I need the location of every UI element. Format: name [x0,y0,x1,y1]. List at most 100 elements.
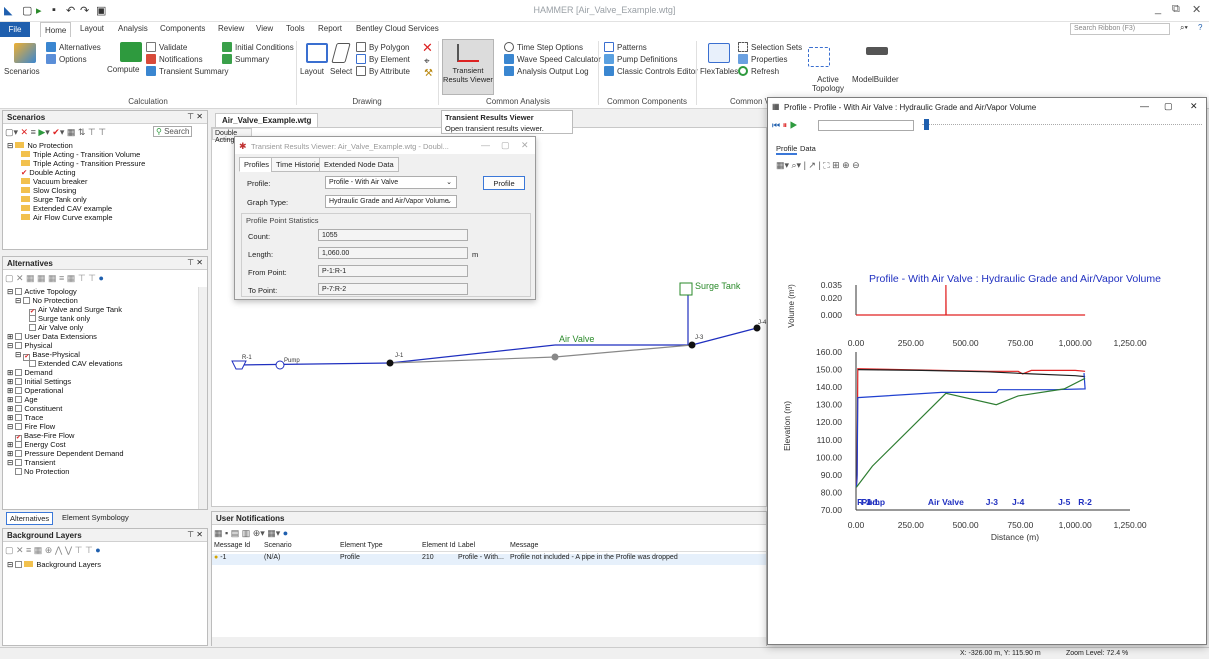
summary-button[interactable]: Summary [222,54,269,64]
alternative-item[interactable]: No Protection [7,467,124,476]
analysis-output-log-button[interactable]: Analysis Output Log [504,66,589,76]
alternative-item[interactable]: ⊞ Age [7,395,38,404]
tab-analysis[interactable]: Analysis [118,24,148,33]
checkbox[interactable] [15,561,23,568]
scenario-item[interactable]: Air Flow Curve example [7,213,145,222]
ribbon-search[interactable]: Search Ribbon (F3) [1070,23,1170,35]
initial-conditions-button[interactable]: Initial Conditions [222,42,294,52]
options-button[interactable]: Options [46,54,87,64]
transient-results-viewer-button[interactable]: Transient Results Viewer [442,39,494,95]
scenario-item[interactable]: Extended CAV example [7,204,145,213]
by-element-button[interactable]: By Element [356,54,410,64]
active-topology-button[interactable]: Active Topology [811,75,845,93]
alternative-item[interactable]: ⊟ ✔ Base-Physical [15,350,80,361]
tab-components[interactable]: Components [160,24,206,33]
minimize-icon[interactable]: _ [1155,3,1162,15]
scenario-item[interactable]: Vacuum breaker [7,177,145,186]
close-icon[interactable]: ✕ [1192,4,1202,16]
tab-home[interactable]: Home [40,22,72,37]
alternative-item[interactable]: Air Valve only [7,323,124,332]
alternatives-toolbar[interactable]: ▢ ✕ ▦ ▦ ▦ ≡ ▦ ⊤ ⊤ ● [5,273,104,283]
by-polygon-button[interactable]: By Polygon [356,42,409,52]
dialog-minimize-icon[interactable]: — [481,140,490,150]
column-header[interactable]: Label [458,542,476,549]
properties-button[interactable]: Properties [738,54,787,64]
classic-controls-editor-button[interactable]: Classic Controls Editor [604,66,698,76]
scenario-item[interactable]: ⊟ No Protection [7,141,73,150]
tab-profile[interactable]: Profile [776,144,798,155]
alternative-item[interactable]: ⊞ Demand [7,368,53,377]
validate-button[interactable]: Validate [146,42,187,52]
alternative-item[interactable]: Surge tank only [7,314,124,323]
alternatives-button[interactable]: Alternatives [46,42,101,52]
pump-definitions-button[interactable]: Pump Definitions [604,54,677,64]
alternative-item[interactable]: ⊞ Initial Settings [7,377,72,386]
compute-button[interactable]: Compute [107,65,140,74]
pin-icon[interactable]: ⊤ ✕ [187,258,203,267]
pin-icon[interactable]: ⊤ ✕ [187,112,203,121]
tab-alternatives[interactable]: Alternatives [6,512,54,525]
alternative-item[interactable]: ⊞ Constituent [7,404,63,413]
tab-tools[interactable]: Tools [286,24,305,33]
scenarios-toolbar[interactable]: ▢▾ ✕ ≡ ▶▾ ✔▾ ▦ ⇅ ⊤ ⊤ [5,127,107,137]
restore-icon[interactable]: ⧉ [1172,3,1180,15]
graph-type-select[interactable]: Hydraulic Grade and Air/Vapor Volume ⌄ [325,195,457,208]
time-slider-track[interactable] [922,124,1202,125]
time-slider-handle[interactable] [924,119,929,130]
help-icon[interactable]: ? [1198,23,1203,32]
save-icon[interactable]: ▪ [52,4,56,16]
alternative-item[interactable]: ⊟ Physical [7,341,53,350]
layout-button[interactable]: Layout [300,67,325,76]
scenario-item[interactable]: Triple Acting - Transition Volume [7,150,145,159]
alternative-item[interactable]: ⊞ User Data Extensions [7,332,97,341]
tab-review[interactable]: Review [218,24,245,33]
column-header[interactable]: Element Type [340,542,383,549]
time-input[interactable] [818,120,914,131]
by-attribute-button[interactable]: By Attribute [356,66,410,76]
search-icon[interactable]: ⌕▾ [1180,23,1188,32]
background-toolbar[interactable]: ▢ ✕ ≡ ▦ ⊕ ⋀ ⋁ ⊤ ⊤ ● [5,545,101,555]
refresh-button[interactable]: Refresh [738,66,779,76]
patterns-button[interactable]: Patterns [604,42,647,52]
find-icon[interactable]: ⌖ [424,56,430,67]
alternative-item[interactable]: ⊟ Fire Flow [7,422,56,431]
play-icon[interactable]: ▶ [789,120,798,130]
scenario-item[interactable]: Surge Tank only [7,195,145,204]
alternative-item[interactable]: ⊟ No Protection [15,296,78,305]
pin-icon[interactable]: ⊤ ✕ [187,530,203,539]
tab-data[interactable]: Data [800,144,816,153]
scenario-item[interactable]: Slow Closing [7,186,145,195]
selection-sets-button[interactable]: Selection Sets [738,42,802,52]
column-header[interactable]: Message Id [214,542,251,549]
column-header[interactable]: Message [510,542,539,549]
tab-report[interactable]: Report [318,24,343,33]
tab-bentley-cloud[interactable]: Bentley Cloud Services [356,24,439,33]
wand-icon[interactable]: ⚒ [424,68,433,79]
alternative-item[interactable]: ⊟ Active Topology [7,287,77,296]
scenario-item[interactable]: Triple Acting - Transition Pressure [7,159,145,168]
transient-summary-button[interactable]: Transient Summary [146,66,229,76]
alternative-item[interactable]: ⊞ Energy Cost [7,440,66,449]
wave-speed-calculator-button[interactable]: Wave Speed Calculator [504,54,601,64]
redo-icon[interactable]: ↷ [80,5,90,17]
alternative-item[interactable]: ⊞ Pressure Dependent Demand [7,449,124,458]
tab-file[interactable]: File [0,22,30,37]
alternative-item[interactable]: ⊞ Trace [7,413,44,422]
tab-layout[interactable]: Layout [80,24,105,33]
profile-select[interactable]: Profile - With Air Valve ⌄ [325,176,457,189]
dialog-tab-extended-node-data[interactable]: Extended Node Data [319,157,399,172]
maximize-icon[interactable]: ▢ [1164,101,1173,111]
background-item[interactable]: ⊟ Background Layers [7,560,101,569]
dialog-tab-profiles[interactable]: Profiles [239,157,275,172]
profile-button[interactable]: Profile [483,176,525,190]
profile-toolbar[interactable]: ▦▾ ⌕▾ | ↗ | ⛶ ⊞ ⊕ ⊖ [776,160,860,170]
scenarios-search-button[interactable]: ⚲ Search [153,126,193,137]
column-header[interactable]: Scenario [264,542,292,549]
dialog-close-icon[interactable]: ✕ [521,140,529,150]
select-button[interactable]: Select [330,67,353,76]
alternatives-scrollbar[interactable] [198,287,207,509]
minimize-icon[interactable]: — [1140,101,1149,111]
alternative-item[interactable]: ✔ Base-Fire Flow [15,431,75,442]
time-step-options-button[interactable]: Time Step Options [504,42,583,52]
modelbuilder-button[interactable]: ModelBuilder [852,75,899,84]
